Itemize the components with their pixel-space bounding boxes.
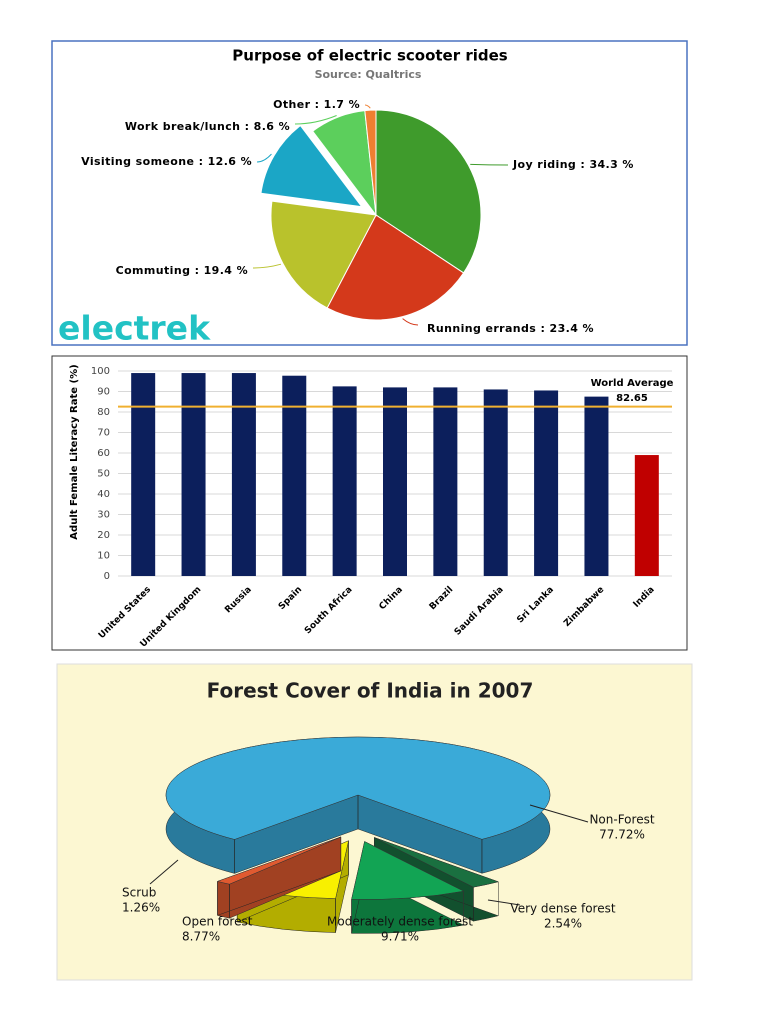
leader-line <box>529 804 589 823</box>
y-tick-label: 90 <box>97 387 110 398</box>
bar <box>131 373 156 576</box>
leader-line <box>252 263 282 269</box>
slice-value-label: 1.26% <box>122 901 160 915</box>
slice-value-label: 9.71% <box>381 930 419 944</box>
y-tick-label: 30 <box>97 510 110 521</box>
bar <box>383 387 407 576</box>
y-tick-label: 80 <box>97 407 110 418</box>
bar <box>332 386 357 576</box>
chart-subtitle: Source: Qualtrics <box>315 68 422 81</box>
slice-label: Very dense forest <box>510 902 615 916</box>
leader-line <box>364 104 371 109</box>
slice-value-label: 8.77% <box>182 930 220 944</box>
bar <box>433 387 458 576</box>
pie-slice <box>270 200 377 309</box>
pie-slice <box>374 837 500 888</box>
bar <box>483 389 508 576</box>
y-tick-label: 0 <box>104 571 110 582</box>
reference-label: World Average <box>591 378 674 389</box>
y-tick-label: 40 <box>97 489 110 500</box>
bar <box>584 396 609 576</box>
pie-slice <box>326 214 465 321</box>
slice-label: Non-Forest <box>589 813 654 827</box>
slice-label: Visiting someone : 12.6 % <box>81 155 252 168</box>
slice-label: Open forest <box>182 915 253 929</box>
y-tick-label: 20 <box>97 530 110 541</box>
slice-label: Running errands : 23.4 % <box>427 322 594 335</box>
slice-label: Scrub <box>122 886 156 900</box>
bar <box>634 455 659 576</box>
bar <box>534 390 559 576</box>
y-tick-label: 60 <box>97 448 110 459</box>
chart-title: Purpose of electric scooter rides <box>232 47 508 65</box>
leader-line <box>149 859 179 885</box>
slice-label: Other : 1.7 % <box>273 98 360 111</box>
leader-line <box>402 318 419 326</box>
logo: electrek <box>58 309 211 348</box>
slice-label: Moderately dense forest <box>327 915 473 929</box>
slice-side-shade <box>217 836 341 919</box>
leader-line <box>294 115 337 125</box>
pie-slice <box>165 736 551 840</box>
pie-slice <box>258 122 368 210</box>
reference-value: 82.65 <box>616 393 648 404</box>
pie-slice <box>364 109 377 216</box>
y-tick-label: 70 <box>97 428 110 439</box>
chart-frame <box>51 355 688 651</box>
y-axis-label: Adult Female Literacy Rate (%) <box>69 364 80 539</box>
bar <box>231 373 256 576</box>
y-tick-label: 100 <box>91 366 110 377</box>
slice-label: Work break/lunch : 8.6 % <box>125 120 290 133</box>
leader-line <box>470 163 509 166</box>
y-tick-label: 10 <box>97 551 110 562</box>
slice-label: Commuting : 19.4 % <box>116 264 248 277</box>
leader-line <box>487 899 521 906</box>
slice-value-label: 2.54% <box>544 917 582 931</box>
bar <box>282 375 307 576</box>
leader-line <box>256 153 272 163</box>
slice-value-label: 77.72% <box>599 828 645 842</box>
chart-title: Forest Cover of India in 2007 <box>207 679 534 703</box>
y-tick-label: 50 <box>97 469 110 480</box>
slice-label: Joy riding : 34.3 % <box>512 158 634 171</box>
bar <box>181 373 206 576</box>
pie-slice <box>216 836 341 885</box>
pie-slice <box>351 841 465 900</box>
